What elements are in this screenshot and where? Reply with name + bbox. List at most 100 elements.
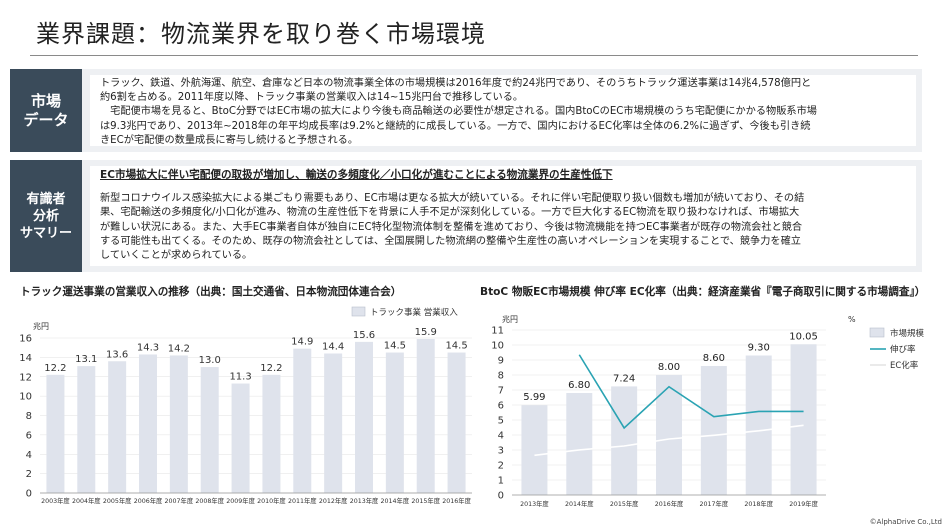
data-label: 15.9 xyxy=(415,327,437,338)
data-label: 8.00 xyxy=(658,362,680,373)
bar xyxy=(324,353,343,493)
y-tick-label: 3 xyxy=(498,446,504,457)
x-tick-label: 2015年度 xyxy=(411,496,440,505)
x-tick-label: 2003年度 xyxy=(41,496,70,505)
y-tick-label: 2 xyxy=(26,469,32,480)
data-label: 13.1 xyxy=(75,354,97,365)
y-tick-label: 4 xyxy=(498,431,504,442)
truck-chart-title: トラック運送事業の営業収入の推移（出典：国土交通省、日本物流団体連合会） xyxy=(20,286,402,298)
bar xyxy=(745,355,772,495)
bar xyxy=(447,352,466,493)
legend-label-growth: 伸び率 xyxy=(890,344,916,355)
x-tick-label: 2004年度 xyxy=(72,496,101,505)
bar xyxy=(700,366,727,495)
data-label: 13.0 xyxy=(199,355,221,366)
data-label: 10.05 xyxy=(789,331,818,342)
bar xyxy=(416,338,435,493)
y-tick-label: 4 xyxy=(26,450,32,461)
bar xyxy=(169,355,188,493)
y-tick-label: 14 xyxy=(19,353,32,364)
data-label: 11.3 xyxy=(229,372,251,383)
y-tick-label: 5 xyxy=(498,416,504,427)
bar xyxy=(611,386,638,495)
y-tick-label: 1 xyxy=(498,476,504,487)
legend-label-market: 市場規模 xyxy=(890,328,925,339)
y-tick-label: 2 xyxy=(498,461,504,472)
y-tick-label: 7 xyxy=(498,386,504,397)
data-label: 9.30 xyxy=(748,343,770,354)
legend-swatch xyxy=(351,306,366,317)
market-data-label: 市場 データ xyxy=(10,69,82,152)
y-tick-label: 16 xyxy=(19,334,32,345)
y2-axis-unit: % xyxy=(848,315,856,324)
x-tick-label: 2016年度 xyxy=(655,499,684,508)
bar xyxy=(293,348,312,493)
bar xyxy=(355,341,373,493)
x-tick-label: 2012年度 xyxy=(319,496,348,505)
data-label: 8.60 xyxy=(703,353,725,364)
expert-summary-body: EC市場拡大に伴い宅配便の取扱が増加し、輸送の多頻度化／小口化が進むことによる物… xyxy=(90,166,916,266)
data-label: 6.80 xyxy=(568,380,590,391)
y-tick-label: 0 xyxy=(26,489,32,500)
x-tick-label: 2009年度 xyxy=(226,496,255,505)
ec-chart-title: BtoC 物販EC市場規模 伸び率 EC化率（出典：経済産業省『電子商取引に関す… xyxy=(480,286,926,298)
truck-revenue-chart: 兆円 0 2 4 6 8 10 12 14 16 12.2 2003年度 13.1 2004年度 13.6 2… xyxy=(19,306,472,505)
x-tick-label: 2018年度 xyxy=(744,499,773,508)
page-title: 業界課題：物流業界を取り巻く市場環境 xyxy=(36,20,486,48)
y-tick-label: 8 xyxy=(26,411,32,422)
y-tick-label: 6 xyxy=(26,430,32,441)
bar xyxy=(200,367,219,493)
growth-rate-line xyxy=(578,354,804,430)
data-label: 15.6 xyxy=(353,330,375,341)
bar xyxy=(790,344,817,495)
x-tick-label: 2014年度 xyxy=(381,496,410,505)
summary-text: 新型コロナウイルス感染拡大による巣ごもり需要もあり、EC市場は更なる拡大が続いて… xyxy=(100,193,805,262)
legend-swatch-market xyxy=(869,327,885,338)
bar xyxy=(566,393,593,495)
bar xyxy=(385,352,404,493)
data-label: 7.24 xyxy=(613,373,635,384)
expert-summary-panel: 有識者 分析 サマリー EC市場拡大に伴い宅配便の取扱が増加し、輸送の多頻度化／… xyxy=(10,160,922,272)
ec-market-chart: 兆円 % 0 1 2 3 4 5 6 7 8 9 10 11 5.99 2013年度 6.80 2014年度 7.2… xyxy=(491,314,925,508)
data-label: 13.6 xyxy=(106,349,128,360)
bar xyxy=(108,361,127,493)
y-tick-label: 6 xyxy=(498,401,504,412)
summary-headline: EC市場拡大に伴い宅配便の取扱が増加し、輸送の多頻度化／小口化が進むことによる物… xyxy=(100,169,613,181)
bar xyxy=(262,374,281,493)
bar xyxy=(77,366,96,493)
y-tick-label: 8 xyxy=(498,371,504,382)
bar xyxy=(521,405,548,495)
y-tick-label: 10 xyxy=(491,341,504,352)
x-tick-label: 2007年度 xyxy=(165,496,194,505)
x-tick-label: 2013年度 xyxy=(350,496,379,505)
x-tick-label: 2008年度 xyxy=(195,496,224,505)
x-tick-label: 2010年度 xyxy=(257,496,286,505)
y-tick-label: 0 xyxy=(498,491,504,502)
y-tick-label: 12 xyxy=(19,372,32,383)
market-data-text: トラック、鉄道、外航海運、航空、倉庫など日本の物流事業全体の市場規模は2016年… xyxy=(100,78,817,146)
ec-rate-line xyxy=(534,424,804,457)
x-tick-label: 2013年度 xyxy=(520,499,549,508)
x-tick-label: 2014年度 xyxy=(565,499,594,508)
legend-label: トラック事業 営業収入 xyxy=(370,307,458,318)
y-axis-unit: 兆円 xyxy=(502,314,518,324)
data-label: 12.2 xyxy=(260,363,282,374)
x-tick-label: 2005年度 xyxy=(103,496,132,505)
bar xyxy=(231,383,250,493)
bar xyxy=(139,354,157,493)
x-tick-label: 2015年度 xyxy=(610,499,639,508)
y-tick-label: 9 xyxy=(498,356,504,367)
legend-label-ec-rate: EC化率 xyxy=(890,360,919,371)
expert-summary-label: 有識者 分析 サマリー xyxy=(10,160,82,272)
market-data-body: トラック、鉄道、外航海運、航空、倉庫など日本の物流事業全体の市場規模は2016年… xyxy=(90,75,916,146)
copyright-credit: ©AlphaDrive Co.,Ltd xyxy=(869,518,942,526)
data-label: 14.3 xyxy=(137,342,159,353)
y-tick-label: 11 xyxy=(491,326,504,337)
data-label: 12.2 xyxy=(44,363,66,374)
title-divider xyxy=(30,55,918,56)
market-data-panel: 市場 データ トラック、鉄道、外航海運、航空、倉庫など日本の物流事業全体の市場規… xyxy=(10,69,922,152)
data-label: 14.4 xyxy=(322,342,344,353)
x-tick-label: 2016年度 xyxy=(442,496,471,505)
data-label: 14.2 xyxy=(168,343,190,354)
x-tick-label: 2017年度 xyxy=(700,499,729,508)
